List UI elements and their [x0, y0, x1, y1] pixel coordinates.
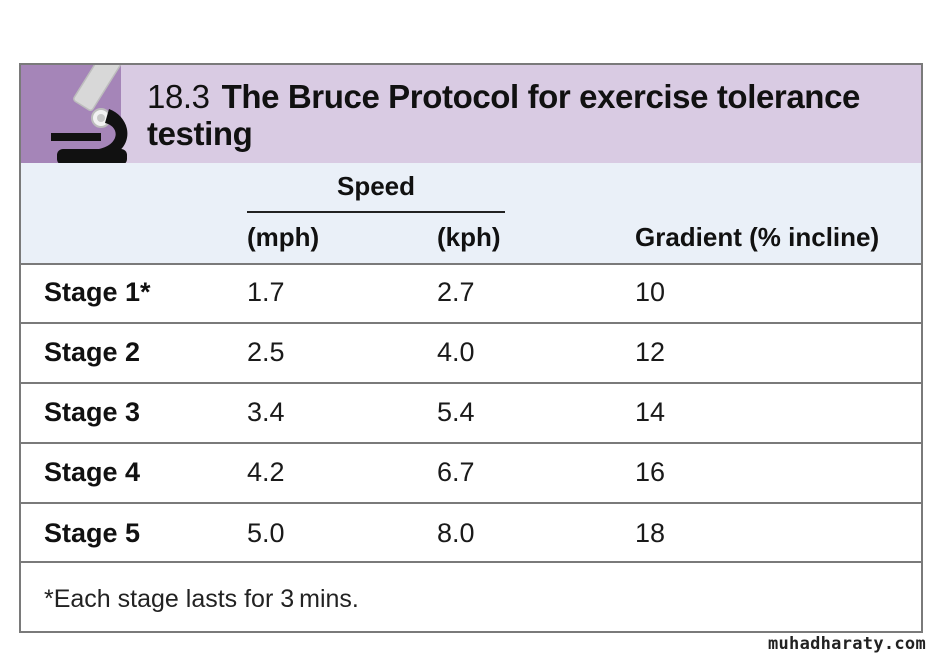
table-number: 18.3: [147, 78, 210, 115]
gradient-value: 16: [635, 457, 666, 487]
mph-value: 5.0: [247, 518, 285, 548]
speed-group-underline: [247, 211, 505, 213]
column-header-band: [21, 163, 921, 263]
mph-value: 4.2: [247, 457, 285, 487]
stage-label: Stage 2: [44, 337, 141, 367]
stage-label: Stage 1*: [44, 277, 151, 307]
column-header-mph: (mph): [247, 222, 320, 252]
row-divider: [21, 561, 921, 563]
row-divider: [21, 502, 921, 504]
table-header: 18.3 The Bruce Protocol for exercise tole…: [21, 65, 921, 165]
row-divider: [21, 263, 921, 265]
stage-label: Stage 5: [44, 518, 141, 548]
table-card: 18.3 The Bruce Protocol for exercise tole…: [19, 63, 923, 633]
kph-value: 5.4: [437, 397, 475, 427]
microscope-icon: [51, 65, 128, 165]
mph-value: 2.5: [247, 337, 285, 367]
kph-value: 4.0: [437, 337, 475, 367]
table-title: 18.3 The Bruce Protocol for exercise tole…: [147, 78, 867, 152]
gradient-value: 12: [635, 337, 666, 367]
stage-label: Stage 3: [44, 397, 141, 427]
gradient-value: 18: [635, 518, 666, 548]
column-header-gradient: Gradient (% incline): [635, 222, 880, 252]
icon-strip: [21, 65, 128, 165]
mph-value: 1.7: [247, 277, 285, 307]
row-divider: [21, 382, 921, 384]
kph-value: 8.0: [437, 518, 475, 548]
speed-group-header: Speed: [336, 171, 416, 201]
gradient-value: 14: [635, 397, 666, 427]
kph-value: 2.7: [437, 277, 475, 307]
kph-value: 6.7: [437, 457, 475, 487]
gradient-value: 10: [635, 277, 666, 307]
row-divider: [21, 322, 921, 324]
column-header-kph: (kph): [437, 222, 501, 252]
footnote: *Each stage lasts for 3 mins.: [44, 585, 359, 613]
stage-label: Stage 4: [44, 457, 141, 487]
title-text: The Bruce Protocol for exercise toleranc…: [147, 78, 860, 152]
row-divider: [21, 442, 921, 444]
mph-value: 3.4: [247, 397, 285, 427]
watermark: muhadharaty.com: [767, 634, 926, 654]
